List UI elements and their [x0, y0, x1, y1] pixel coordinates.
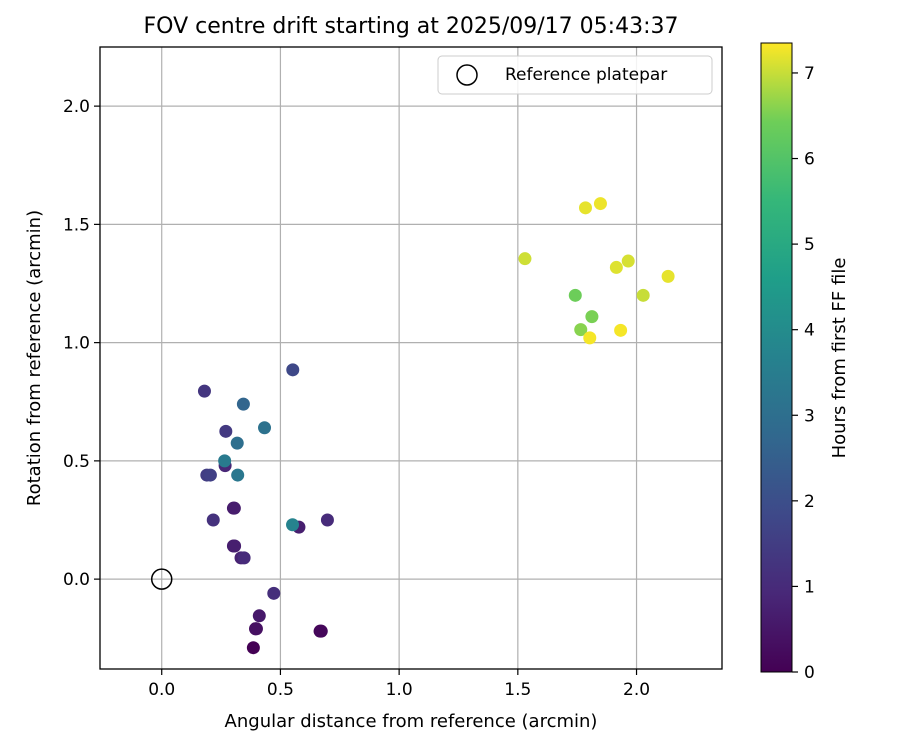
data-point	[252, 609, 266, 623]
data-point	[249, 622, 263, 636]
legend-box	[437, 55, 713, 95]
data-point	[219, 424, 233, 438]
colorbar-tick-label: 7	[804, 64, 815, 84]
x-tick-label: 1.0	[386, 680, 413, 700]
y-tick-label: 1.0	[63, 334, 90, 354]
data-point	[314, 624, 328, 638]
x-tick-label: 2.0	[623, 680, 650, 700]
data-point	[661, 269, 675, 283]
data-point	[585, 310, 599, 324]
data-point	[246, 641, 260, 655]
data-point	[583, 331, 597, 345]
x-axis-label: Angular distance from reference (arcmin)	[225, 711, 598, 732]
data-point	[286, 363, 300, 377]
data-point	[320, 513, 334, 527]
data-point	[206, 513, 220, 527]
data-point	[593, 197, 607, 211]
data-point	[578, 201, 592, 215]
colorbar-tick-label: 0	[804, 663, 815, 683]
data-point	[636, 288, 650, 302]
data-point	[258, 421, 272, 435]
colorbar-tick-label: 2	[804, 492, 815, 512]
data-point	[267, 586, 281, 600]
colorbar	[760, 42, 793, 673]
x-tick-label: 0.0	[148, 680, 175, 700]
data-point	[228, 539, 242, 553]
x-tick-label: 0.5	[267, 680, 294, 700]
colorbar-tick-label: 3	[804, 406, 815, 426]
y-tick-label: 0.5	[63, 452, 90, 472]
x-axis-ticks: 0.0 0.5 1.0 1.5 2.0	[148, 669, 650, 700]
y-axis-label: Rotation from reference (arcmin)	[24, 210, 45, 506]
colorbar-tick-label: 6	[804, 150, 815, 170]
y-tick-label: 1.5	[63, 215, 90, 235]
data-point	[609, 260, 623, 274]
x-tick-label: 1.5	[504, 680, 531, 700]
data-point	[518, 252, 532, 266]
y-tick-label: 2.0	[63, 97, 90, 117]
data-point	[568, 288, 582, 302]
y-tick-label: 0.0	[63, 570, 90, 590]
colorbar-tick-label: 5	[804, 235, 815, 255]
colorbar-label: Hours from first FF file	[829, 258, 850, 459]
grid	[100, 47, 722, 669]
colorbar-ticks: 0 1 2 3 4 5 6 7	[792, 64, 815, 683]
data-point	[218, 454, 232, 468]
reference-point-marker	[150, 568, 173, 590]
legend-entry-reference: Reference platepar	[505, 65, 667, 85]
data-point	[286, 518, 300, 532]
plot-frame	[99, 46, 723, 670]
scatter-points	[197, 197, 675, 655]
data-point	[231, 468, 245, 482]
data-point	[236, 397, 250, 411]
data-point	[230, 436, 244, 450]
legend-marker-icon	[456, 64, 478, 86]
legend: Reference platepar	[437, 55, 713, 95]
y-axis-ticks: 0.0 0.5 1.0 1.5 2.0	[63, 97, 100, 590]
chart-title: FOV centre drift starting at 2025/09/17 …	[144, 14, 679, 39]
data-point	[614, 323, 628, 337]
colorbar-tick-label: 4	[804, 321, 815, 341]
data-point	[203, 468, 217, 482]
data-point	[197, 384, 211, 398]
data-point	[574, 323, 588, 337]
colorbar-tick-label: 1	[804, 577, 815, 597]
data-point	[621, 254, 635, 268]
data-point	[227, 501, 241, 515]
data-point	[237, 551, 251, 565]
